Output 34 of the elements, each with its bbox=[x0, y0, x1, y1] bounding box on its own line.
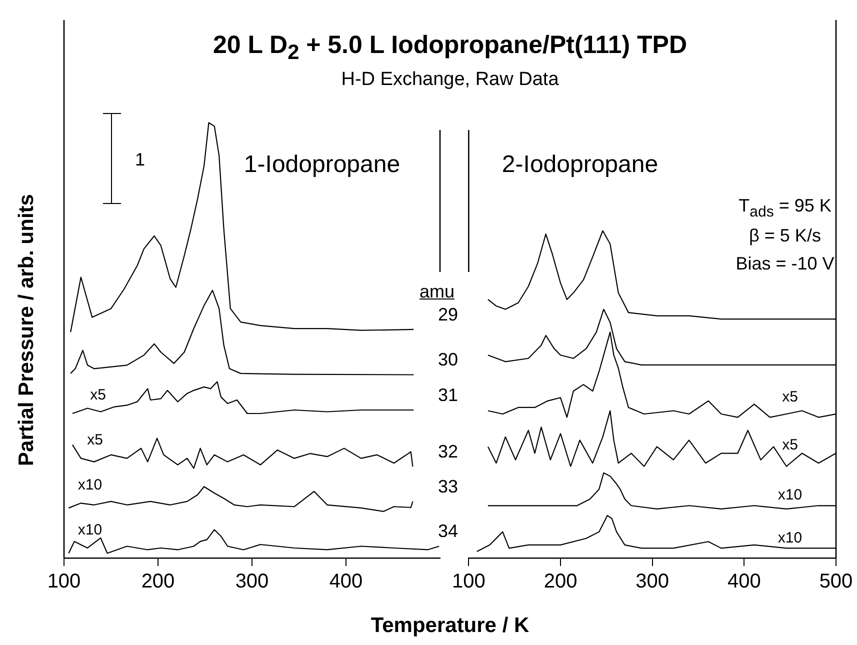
annotation: x5 bbox=[87, 432, 103, 448]
annotation: x5 bbox=[782, 388, 798, 406]
series-label: 34 bbox=[438, 521, 458, 542]
annotation: x10 bbox=[78, 522, 102, 538]
annotation: x10 bbox=[778, 486, 802, 504]
series-label: 33 bbox=[438, 476, 458, 496]
annotation: β = 5 K/s bbox=[749, 226, 821, 246]
text: 2-Iodopropane bbox=[502, 151, 658, 179]
x-tick-label: 300 bbox=[235, 570, 269, 593]
series-label: 32 bbox=[438, 442, 458, 462]
annotation: x5 bbox=[90, 386, 106, 404]
x-tick-label: 400 bbox=[329, 570, 363, 593]
series-label: 29 bbox=[438, 304, 458, 324]
annotation: x10 bbox=[78, 476, 102, 494]
series-label: 30 bbox=[438, 350, 458, 370]
annotation: x10 bbox=[778, 530, 802, 546]
x-tick-label: 100 bbox=[452, 570, 486, 593]
text: T$_{ads}$ = 95 K bbox=[738, 196, 832, 220]
x-tick-label: 400 bbox=[727, 570, 761, 593]
annotation: 1-Iodopropane bbox=[244, 151, 400, 179]
annotation: amu bbox=[419, 282, 455, 302]
series-label: 31 bbox=[438, 384, 458, 405]
x-tick-label: 100 bbox=[47, 570, 81, 593]
x-tick-label: 200 bbox=[141, 570, 175, 593]
x-tick-label: 200 bbox=[544, 570, 578, 593]
chart-title: 20 L D$_{2}$ + 5.0 L Iodopropane/Pt(111) TPD bbox=[212, 31, 688, 65]
x-tick-label: 300 bbox=[636, 570, 670, 593]
y-axis-title: Partial Pressure / arb. units bbox=[15, 194, 39, 466]
x-axis-title: Temperature / K bbox=[370, 614, 530, 638]
chart-subtitle: H-D Exchange, Raw Data bbox=[341, 69, 559, 91]
x-tick-label: 500 bbox=[819, 570, 853, 593]
annotation: Bias = -10 V bbox=[736, 254, 834, 274]
annotation: 1 bbox=[134, 150, 146, 170]
annotation: x5 bbox=[782, 436, 798, 454]
